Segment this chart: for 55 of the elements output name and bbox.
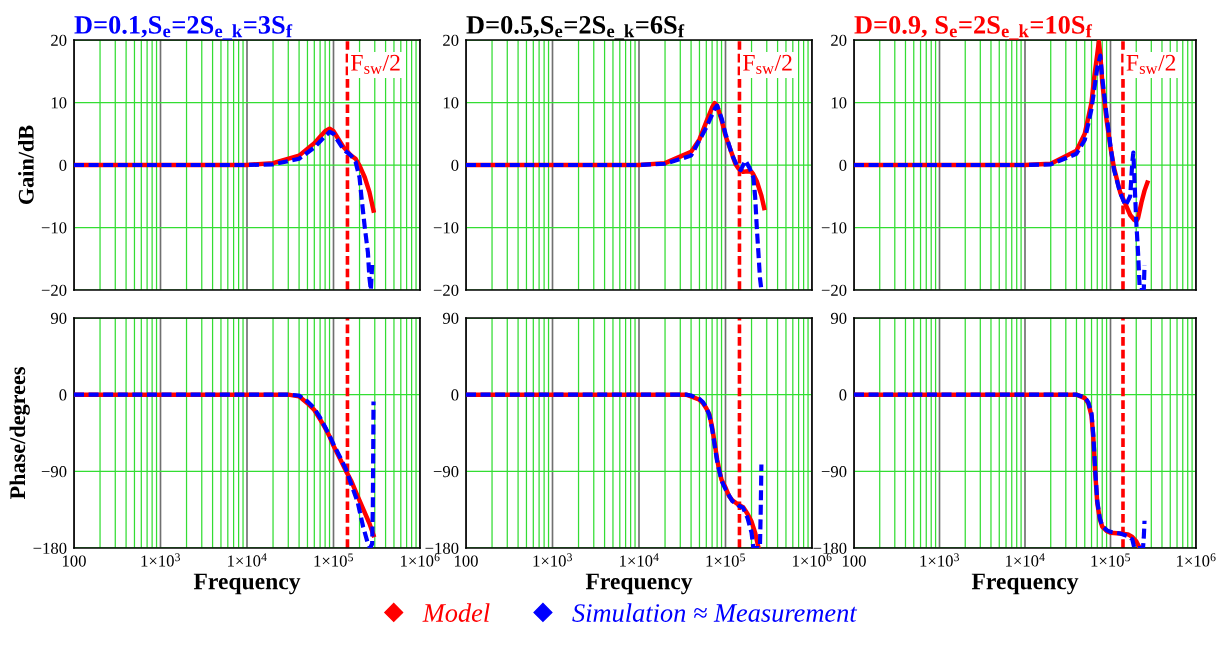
y-tick-label: 90 <box>442 312 459 324</box>
y-tick-label: −20 <box>821 284 847 296</box>
y-tick-label: 20 <box>443 34 459 46</box>
x-axis-title: Frequency <box>971 573 1079 595</box>
y-tick-label: 20 <box>831 34 847 46</box>
y-tick-label: 10 <box>51 97 67 109</box>
chart-title: D=0.1,S$_{e}$=2S$_{e_k}$=3S$_{f}$ <box>74 15 293 40</box>
y-tick-label: 10 <box>443 97 459 109</box>
ref-line-label: F$_{sw}$/2 <box>351 54 400 74</box>
y-tick-label: −90 <box>821 466 847 478</box>
x-tick-label: 1×10$^{6}$ <box>1177 553 1216 567</box>
y-tick-label: 0 <box>59 159 67 171</box>
x-tick-label: 1×10$^{6}$ <box>793 553 832 567</box>
y-tick-label: 90 <box>50 312 67 324</box>
y-tick-label: 0 <box>451 159 459 171</box>
y-tick-label: −90 <box>41 466 67 478</box>
legend-label: Model <box>422 603 490 622</box>
ref-line-label: F$_{sw}$/2 <box>1126 54 1176 74</box>
y-tick-label: −20 <box>433 284 459 296</box>
y-tick-label: −90 <box>433 466 459 478</box>
y-tick-label: −10 <box>821 222 847 234</box>
x-tick-label: 1×10$^{3}$ <box>141 553 180 567</box>
x-tick-label: 1×10$^{4}$ <box>1006 553 1045 567</box>
y-tick-label: −180 <box>33 542 67 554</box>
x-tick-label: 1×10$^{4}$ <box>228 553 267 567</box>
y-tick-label: 10 <box>831 97 847 109</box>
x-tick-label: 100 <box>62 555 86 567</box>
legend-label: Simulation ≈ Measurement <box>572 603 858 622</box>
y-tick-label: 0 <box>451 389 459 401</box>
y-tick-label: 20 <box>51 34 67 46</box>
y-tick-label: 0 <box>839 159 847 171</box>
y-tick-label: −10 <box>433 222 459 234</box>
x-tick-label: 1×10$^{4}$ <box>620 553 659 567</box>
x-tick-label: 1×10$^{5}$ <box>314 553 353 567</box>
y-tick-label: −180 <box>425 542 459 554</box>
x-tick-label: 1×10$^{6}$ <box>401 553 440 567</box>
x-tick-label: 1×10$^{5}$ <box>706 553 745 567</box>
y-axis-title: Gain/dB <box>18 125 34 205</box>
x-tick-label: 100 <box>842 555 866 567</box>
x-axis-title: Frequency <box>193 573 301 595</box>
y-tick-label: −180 <box>813 542 847 554</box>
y-tick-label: −10 <box>41 222 67 234</box>
y-axis-title: Phase/degrees <box>9 367 30 500</box>
y-tick-label: 90 <box>830 312 847 324</box>
x-tick-label: 1×10$^{3}$ <box>920 553 959 567</box>
x-axis-title: Frequency <box>585 573 693 595</box>
chart-title: D=0.9, S$_{e}$=2S$_{e_k}$=10S$_{f}$ <box>854 15 1093 40</box>
ref-line-label: F$_{sw}$/2 <box>743 54 792 74</box>
x-tick-label: 1×10$^{5}$ <box>1091 553 1130 567</box>
x-tick-label: 1×10$^{3}$ <box>533 553 572 567</box>
y-tick-label: 0 <box>839 389 847 401</box>
chart-title: D=0.5,S$_{e}$=2S$_{e_k}$=6S$_{f}$ <box>466 15 685 40</box>
y-tick-label: −20 <box>41 284 67 296</box>
x-tick-label: 100 <box>454 555 478 567</box>
y-tick-label: 0 <box>59 389 67 401</box>
